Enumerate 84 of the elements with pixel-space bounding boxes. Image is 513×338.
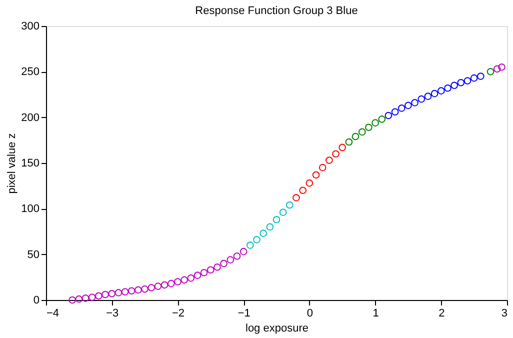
y-tick-label: 250 xyxy=(21,66,40,78)
y-tick-label: 300 xyxy=(21,20,40,32)
point xyxy=(233,252,241,260)
point xyxy=(299,186,307,194)
point xyxy=(220,260,228,268)
point xyxy=(167,280,175,288)
point xyxy=(318,164,326,172)
point xyxy=(240,248,248,256)
x-tick-label: 1 xyxy=(372,308,379,320)
point xyxy=(486,68,494,76)
point xyxy=(450,82,458,90)
y-tick-label: 0 xyxy=(33,294,40,306)
point xyxy=(279,208,287,216)
y-tick-label: 200 xyxy=(21,112,40,124)
point xyxy=(95,292,102,300)
point xyxy=(332,150,340,158)
point xyxy=(114,289,122,296)
point xyxy=(68,296,76,304)
point xyxy=(272,216,280,224)
point xyxy=(160,281,168,289)
point xyxy=(345,138,353,146)
x-axis-title: log exposure xyxy=(246,322,308,334)
point xyxy=(470,74,478,82)
point xyxy=(128,287,136,295)
point xyxy=(493,65,501,73)
point xyxy=(476,72,484,80)
point xyxy=(372,119,379,126)
point xyxy=(457,78,465,86)
point xyxy=(200,268,208,276)
point xyxy=(430,90,438,98)
point xyxy=(398,104,406,112)
y-axis-title: pixel value z xyxy=(6,133,18,194)
point xyxy=(424,92,432,100)
point xyxy=(253,236,260,244)
x-tick-label: 0 xyxy=(306,308,313,320)
point xyxy=(226,256,234,264)
point xyxy=(82,294,90,302)
y-tick-label: 150 xyxy=(21,158,40,170)
y-tick-label: 50 xyxy=(27,248,40,261)
point xyxy=(75,295,83,303)
x-tick-label: 3 xyxy=(501,308,508,320)
point xyxy=(444,84,452,92)
point xyxy=(214,263,221,271)
x-tick-label: 2 xyxy=(438,308,445,320)
x-tick-label: −1 xyxy=(238,308,250,320)
point xyxy=(338,144,346,152)
point xyxy=(306,179,314,187)
point xyxy=(121,288,129,296)
point xyxy=(352,132,360,140)
point xyxy=(464,77,472,84)
x-tick-label: −2 xyxy=(172,308,184,320)
point xyxy=(141,285,148,293)
point xyxy=(102,290,109,298)
point xyxy=(365,124,372,132)
point xyxy=(134,286,142,294)
x-tick-label: −4 xyxy=(46,308,60,320)
point xyxy=(206,266,214,274)
point xyxy=(437,87,445,94)
y-tick-label: 100 xyxy=(21,203,40,216)
point xyxy=(174,278,182,286)
point xyxy=(148,284,156,292)
point xyxy=(180,276,188,284)
point xyxy=(88,294,96,301)
x-tick-label: −3 xyxy=(106,308,119,320)
point xyxy=(194,272,202,279)
point xyxy=(286,201,294,209)
point xyxy=(246,242,254,249)
point xyxy=(418,95,426,103)
point xyxy=(384,112,392,120)
point xyxy=(391,108,399,116)
point xyxy=(292,194,300,202)
chart-title: Response Function Group 3 Blue xyxy=(195,5,358,17)
point xyxy=(411,99,418,106)
point xyxy=(266,223,274,231)
point xyxy=(358,128,366,136)
point xyxy=(154,282,162,290)
point xyxy=(187,274,195,282)
point xyxy=(378,116,386,123)
point xyxy=(404,102,412,110)
point xyxy=(108,290,116,298)
point xyxy=(312,171,320,179)
point xyxy=(260,230,267,237)
point xyxy=(498,63,506,71)
point xyxy=(326,156,333,164)
